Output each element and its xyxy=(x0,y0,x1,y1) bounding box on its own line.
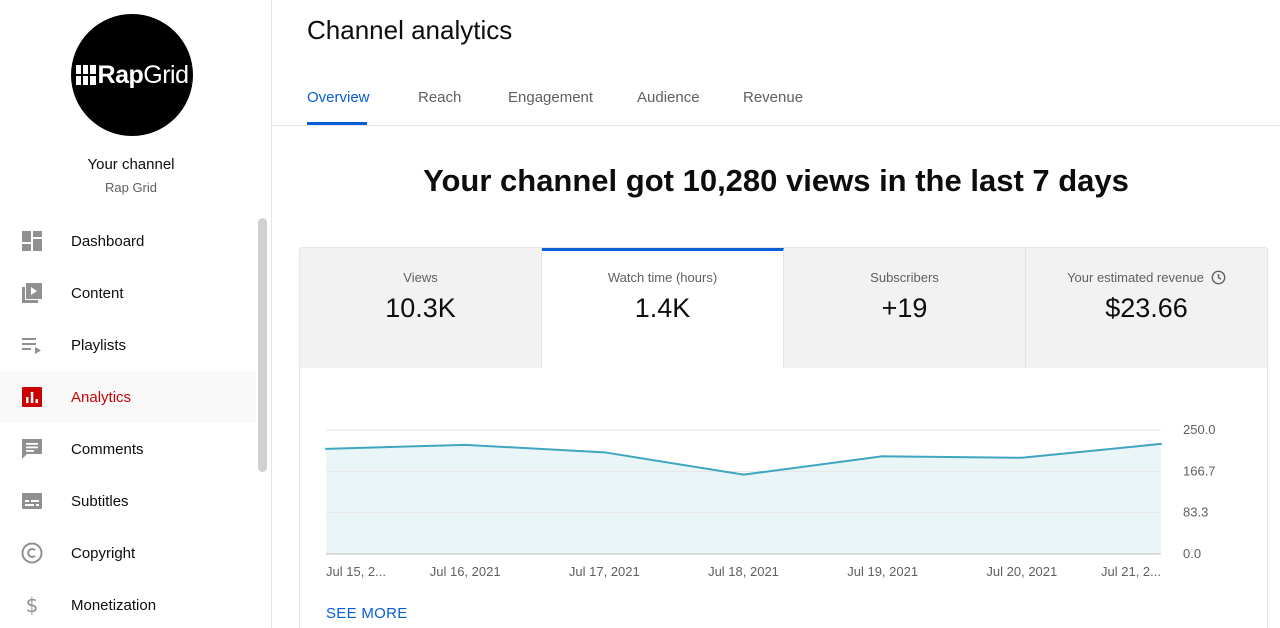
metric-value: 10.3K xyxy=(385,293,456,323)
sidebar-item-monetization[interactable]: $ Monetization xyxy=(0,579,256,628)
chart-data-point xyxy=(742,473,745,476)
y-tick-label: 83.3 xyxy=(1183,505,1208,520)
tab-audience[interactable]: Audience xyxy=(637,89,700,106)
playlists-icon xyxy=(20,333,44,357)
chart-data-point xyxy=(464,443,467,446)
copyright-icon xyxy=(20,541,44,565)
active-tab-indicator xyxy=(307,122,367,125)
logo-text-grid: Grid xyxy=(143,60,189,89)
sidebar-item-label: Playlists xyxy=(71,336,127,354)
chart-area-fill xyxy=(326,443,1161,554)
chart-data-point xyxy=(881,455,884,458)
sidebar-item-comments[interactable]: Comments xyxy=(0,423,256,475)
metric-label: Your estimated revenue xyxy=(1026,270,1267,285)
chart-data-point xyxy=(325,447,327,450)
y-tick-label: 250.0 xyxy=(1183,422,1216,437)
sidebar-item-label: Subtitles xyxy=(71,492,129,510)
tab-revenue[interactable]: Revenue xyxy=(743,89,804,106)
metric-label-text: Views xyxy=(403,270,438,285)
y-tick-label: 0.0 xyxy=(1183,546,1201,561)
x-tick-label: Jul 16, 2021 xyxy=(430,564,501,579)
sidebar-item-playlists[interactable]: Playlists xyxy=(0,319,256,371)
channel-name: Rap Grid xyxy=(104,180,158,195)
metric-subscribers[interactable]: Subscribers +19 xyxy=(784,248,1026,368)
metric-value: $23.66 xyxy=(1105,293,1188,323)
sidebar-item-label: Copyright xyxy=(71,544,136,562)
metric-views[interactable]: Views 10.3K xyxy=(300,248,542,368)
sidebar-scrollbar[interactable] xyxy=(258,218,267,472)
metric-value: +19 xyxy=(881,293,928,323)
sidebar-item-label: Dashboard xyxy=(71,232,145,250)
metric-label: Watch time (hours) xyxy=(542,270,783,285)
sidebar: Rap Grid Your channel Rap Grid Dashboard … xyxy=(0,0,272,628)
tab-reach[interactable]: Reach xyxy=(418,89,462,106)
sidebar-item-analytics[interactable]: Analytics xyxy=(0,371,256,423)
sidebar-item-label: Content xyxy=(71,284,124,302)
metric-estimated-revenue[interactable]: Your estimated revenue $23.66 xyxy=(1026,248,1267,368)
sidebar-item-label: Comments xyxy=(71,440,144,458)
metric-value: 1.4K xyxy=(634,293,691,323)
x-tick-label: Jul 20, 2021 xyxy=(986,564,1057,579)
views-headline: Your channel got 10,280 views in the las… xyxy=(423,163,1129,198)
watch-time-chart: 250.0 166.7 83.3 0.0 Jul 15, 2... Jul 16, 202… xyxy=(300,368,1267,628)
grid-logo-icon xyxy=(75,65,96,85)
tab-overview[interactable]: Overview xyxy=(307,89,370,106)
metric-label-text: Watch time (hours) xyxy=(607,270,718,285)
x-tick-label: Jul 17, 2021 xyxy=(569,564,640,579)
subtitles-icon xyxy=(20,489,44,513)
metric-label: Views xyxy=(300,270,541,285)
comments-icon xyxy=(20,437,44,461)
tab-engagement[interactable]: Engagement xyxy=(508,89,594,106)
sidebar-item-content[interactable]: Content xyxy=(0,267,256,319)
metric-label: Subscribers xyxy=(784,270,1025,285)
chart-data-point xyxy=(1020,456,1023,459)
sidebar-item-dashboard[interactable]: Dashboard xyxy=(0,215,256,267)
x-tick-label: Jul 15, 2... xyxy=(326,564,386,579)
see-more-link[interactable]: SEE MORE xyxy=(326,605,408,622)
logo-text-rap: Rap xyxy=(97,60,144,89)
analytics-card: Views 10.3K Watch time (hours) 1.4K Subs… xyxy=(299,247,1268,628)
chart-data-point xyxy=(1160,442,1162,445)
svg-text:$: $ xyxy=(26,594,39,616)
chart-data-point xyxy=(603,451,606,454)
channel-avatar[interactable]: Rap Grid xyxy=(71,14,193,136)
x-tick-label: Jul 19, 2021 xyxy=(847,564,918,579)
analytics-icon xyxy=(20,385,44,409)
sidebar-item-subtitles[interactable]: Subtitles xyxy=(0,475,256,527)
sidebar-item-label: Analytics xyxy=(71,388,132,406)
page-title: Channel analytics xyxy=(307,15,513,45)
x-tick-label: Jul 18, 2021 xyxy=(708,564,779,579)
sidebar-item-copyright[interactable]: Copyright xyxy=(0,527,256,579)
sidebar-nav: Dashboard Content Playlists Analytics Co… xyxy=(0,215,256,628)
clock-icon[interactable] xyxy=(1211,270,1226,285)
sidebar-item-label: Monetization xyxy=(71,596,157,614)
your-channel-title: Your channel xyxy=(87,156,175,173)
metric-tabs: Views 10.3K Watch time (hours) 1.4K Subs… xyxy=(300,248,1267,368)
metric-label-text: Subscribers xyxy=(870,270,939,285)
x-tick-label: Jul 21, 2... xyxy=(1101,564,1161,579)
metric-label-text: Your estimated revenue xyxy=(1067,270,1204,285)
content-icon xyxy=(20,281,44,305)
metric-watch-time[interactable]: Watch time (hours) 1.4K xyxy=(542,248,784,368)
y-tick-label: 166.7 xyxy=(1183,463,1216,478)
analytics-tabs: Overview Reach Engagement Audience Reven… xyxy=(272,70,1280,126)
monetization-icon: $ xyxy=(20,593,44,617)
dashboard-icon xyxy=(20,229,44,253)
chart-svg: 250.0 166.7 83.3 0.0 Jul 15, 2... Jul 16, 202… xyxy=(325,422,1216,579)
rapgrid-logo: Rap Grid xyxy=(75,60,189,90)
